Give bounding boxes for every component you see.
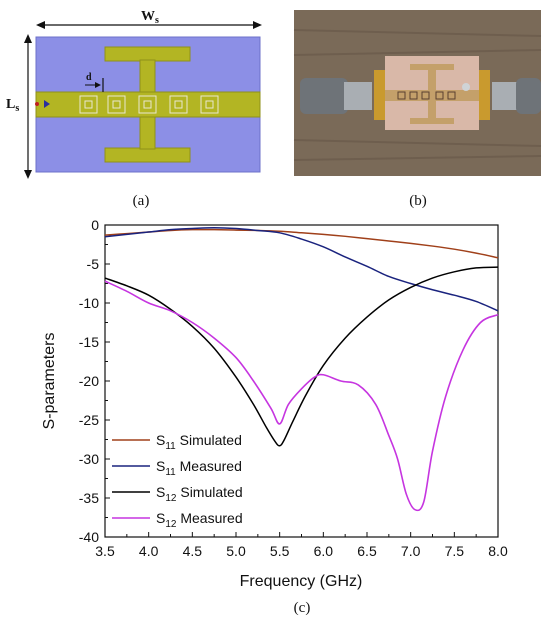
series-layer [104,226,499,512]
pcb-screw [462,83,470,91]
right-connector-nut [492,82,520,110]
bottom-stub-bar [104,147,191,163]
y-tick-label: -35 [79,490,99,506]
legend-label-s11-measured: S11 Measured [156,458,242,478]
x-tick-label: 8.0 [488,543,508,559]
panel-b: (b) [293,10,542,209]
length-label: Ls [6,97,19,114]
left-gold-clamp [374,70,388,120]
wood-grain [293,29,542,161]
series-line-s11-simulated [104,228,499,259]
left-connector-body [300,78,348,114]
top-stub-bar [104,46,191,62]
pcb-resonators [397,91,456,100]
y-tick-label: -30 [79,451,99,467]
pcb-bottom-stem [428,100,436,120]
pcb-bottom-stub [410,118,454,124]
right-connector-body [516,78,541,114]
gap-marker-arrow [95,82,101,88]
panel-a: Ws Ls [6,9,262,209]
left-connector-nut [344,82,372,110]
top-stub-stem [139,59,156,93]
resonator-cell-inner [84,100,93,109]
x-axis: 3.5 4.0 4.5 5.0 5.5 6.0 6.5 7.0 7.5 8.0 [95,532,508,559]
legend-label-s11-simulated: S11 Simulated [156,432,242,452]
y-tick-label: -15 [79,334,99,350]
resonator-cell [79,95,98,114]
resonator-cell [107,95,126,114]
panel-a-caption: (a) [133,193,150,209]
series-line-s12-simulated [104,266,499,447]
resonator-cell-inner [174,100,183,109]
resonator-cell-inner [143,100,152,109]
x-tick-label: 4.0 [139,543,159,559]
y-tick-label: -20 [79,373,99,389]
x-tick-label: 3.5 [95,543,115,559]
x-tick-label: 7.5 [445,543,465,559]
panel-c-caption: (c) [294,600,311,616]
x-tick-label: 7.0 [401,543,421,559]
pcb-feed-line [385,90,479,101]
pcb-top-stem [428,68,436,90]
resonator-cell [200,95,219,114]
right-gold-clamp [476,70,490,120]
y-tick-label: 0 [91,217,99,233]
length-arrow-bottom [24,170,32,179]
gap-label: d [86,72,92,83]
panel-b-caption: (b) [409,193,427,209]
panel-c: 3.5 4.0 4.5 5.0 5.5 6.0 6.5 7.0 7.5 8.0 0 -5 -10 -15… [41,217,508,616]
length-arrow-top [24,34,32,43]
y-tick-label: -40 [79,529,99,545]
series-line-s11-measured [104,226,499,312]
width-arrow-left [36,21,45,29]
port-marker [44,100,50,108]
resonator-array [79,95,219,114]
y-tick-label: -25 [79,412,99,428]
y-tick-label: -10 [79,295,99,311]
plot-frame [104,224,499,538]
resonator-cell-inner [112,100,121,109]
x-axis-title: Frequency (GHz) [240,573,363,590]
width-label: Ws [141,9,159,26]
bottom-stub-stem [139,116,156,150]
y-tick-label: -5 [87,256,100,272]
pcb-top-stub [410,64,454,70]
series-line-s12-measured [104,280,499,512]
x-tick-label: 6.0 [314,543,334,559]
legend-label-s12-measured: S12 Measured [156,510,243,530]
width-arrow-right [253,21,262,29]
y-axis: 0 -5 -10 -15 -20 -25 -30 -35 -40 [79,217,110,545]
legend-label-s12-simulated: S12 Simulated [156,484,243,504]
x-tick-label: 5.0 [226,543,246,559]
x-tick-label: 6.5 [357,543,377,559]
resonator-cell-inner [205,100,214,109]
y-axis-title: S-parameters [41,333,58,430]
x-tick-label: 4.5 [183,543,203,559]
port-dot [35,102,39,106]
x-tick-label: 5.5 [270,543,290,559]
resonator-cell [138,95,157,114]
legend: S11 Simulated S11 Measured S12 Simulated S1… [112,432,243,530]
resonator-cell [169,95,188,114]
